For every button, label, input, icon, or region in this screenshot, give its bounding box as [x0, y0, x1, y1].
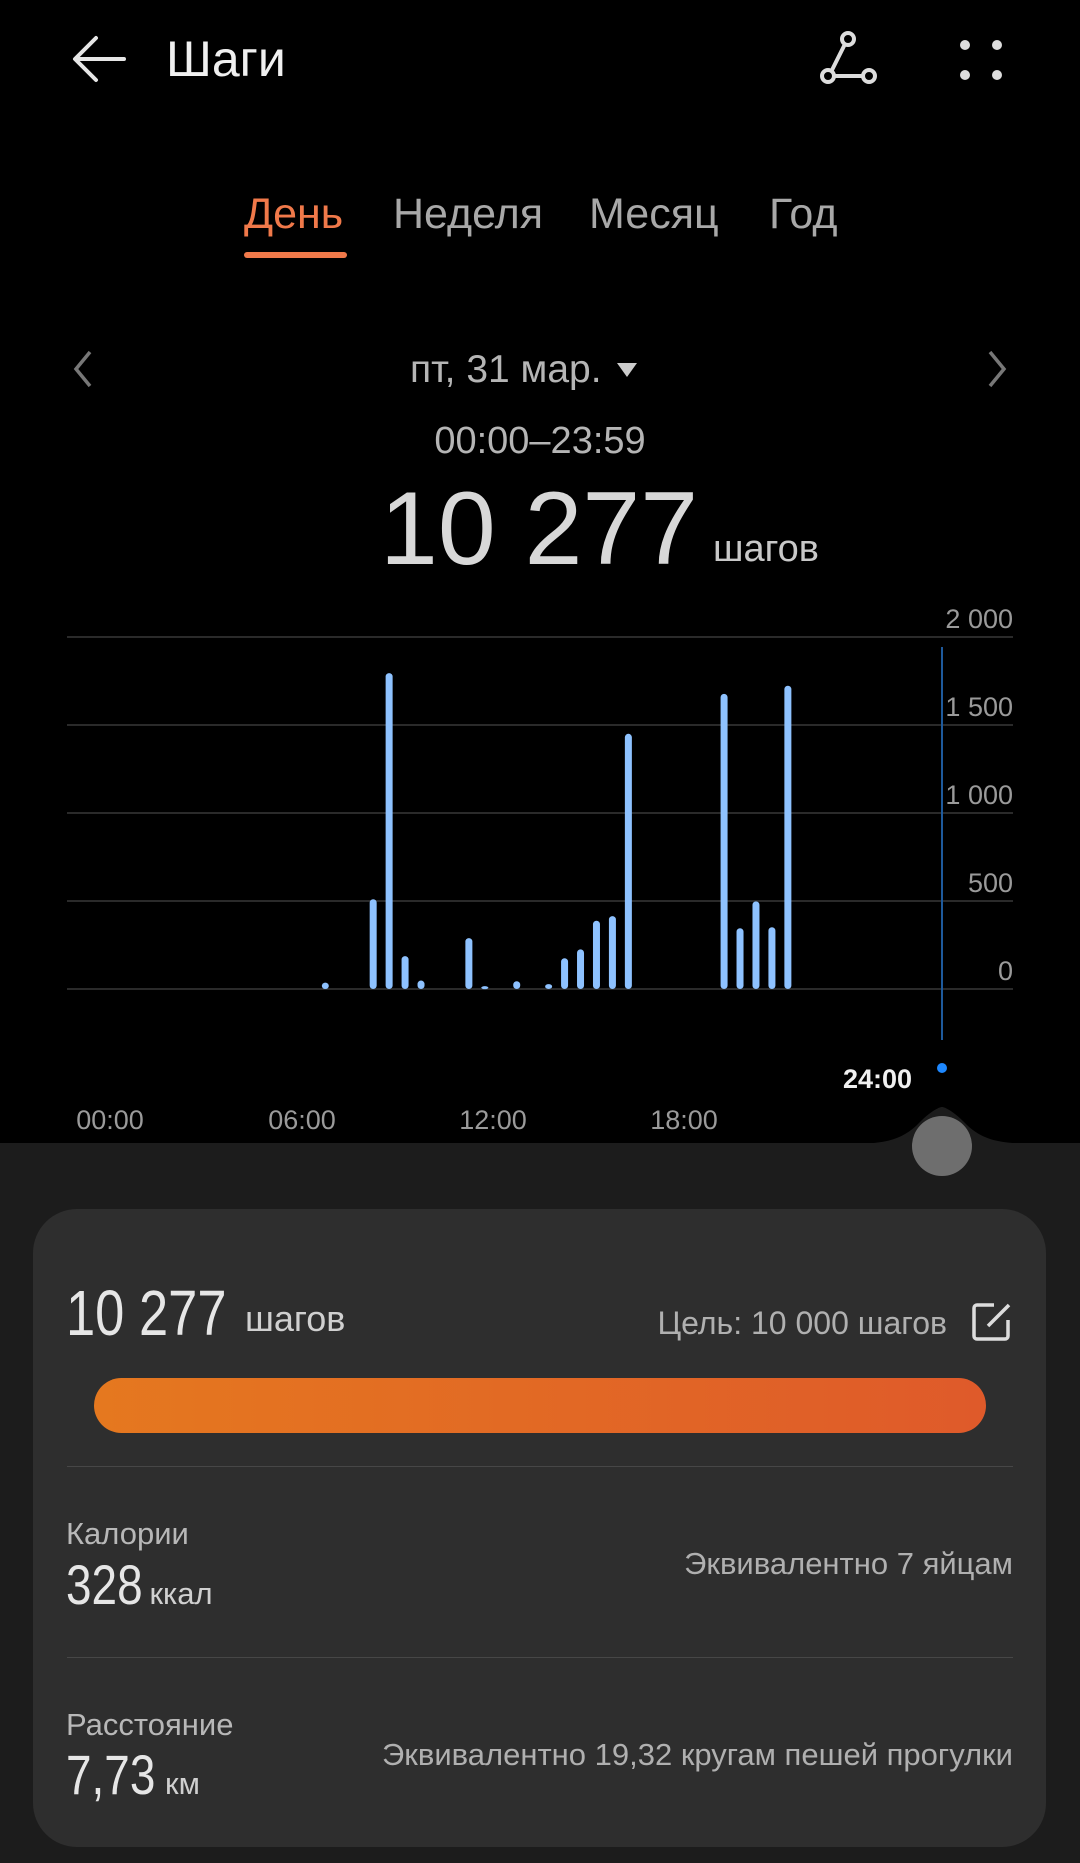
card-steps-unit: шагов [245, 1298, 346, 1339]
calories-unit: ккал [149, 1576, 213, 1611]
chart-bar [624, 733, 632, 989]
share-button[interactable] [815, 30, 881, 90]
edit-goal-button[interactable] [972, 1302, 1012, 1342]
y-tick-label: 1 000 [945, 780, 1013, 810]
tab-week[interactable]: Неделя [393, 190, 543, 238]
divider [67, 1466, 1013, 1467]
chart-bar [608, 916, 616, 989]
chart-bar [577, 949, 585, 989]
x-tick-label: 06:00 [268, 1105, 336, 1135]
chart-bar [513, 981, 521, 989]
total-steps: 10 277 [380, 471, 699, 587]
grid-dots-icon [960, 40, 1002, 80]
chart-bar [752, 901, 760, 989]
chart-bar [545, 984, 553, 989]
tab-month[interactable]: Месяц [589, 190, 719, 238]
caret-down-icon [616, 363, 637, 377]
tab-day[interactable]: День [244, 190, 344, 238]
x-tick-label: 00:00 [76, 1105, 144, 1135]
chart-bar [736, 928, 744, 989]
y-tick-label: 0 [997, 956, 1013, 986]
arrow-left-icon [73, 36, 126, 82]
divider [67, 1657, 1013, 1658]
goal-label: Цель: 10 000 шагов [657, 1305, 947, 1341]
x-tick-label: 18:00 [650, 1105, 718, 1135]
y-tick-label: 2 000 [945, 604, 1013, 634]
y-tick-label: 500 [967, 868, 1013, 898]
distance-label: Расстояние [66, 1707, 234, 1742]
next-day-button[interactable] [982, 348, 1012, 390]
chart-bar [401, 956, 409, 989]
chart-bar [784, 685, 792, 989]
chart-bar [321, 982, 329, 989]
chart-bar [592, 920, 600, 989]
date-label: пт, 31 мар. [410, 348, 602, 391]
distance-row: 7,73 км [66, 1742, 200, 1807]
distance-value: 7,73 [66, 1743, 156, 1806]
chart-bar [369, 899, 377, 989]
date-picker[interactable]: пт, 31 мар. [410, 346, 670, 394]
cursor-dot [937, 1063, 947, 1073]
chart-bar [768, 927, 776, 989]
tab-year[interactable]: Год [769, 190, 838, 238]
x-tick-label: 12:00 [459, 1105, 527, 1135]
chart-bar [720, 693, 728, 989]
chart-bar [465, 938, 473, 989]
back-button[interactable] [68, 32, 128, 86]
more-button[interactable] [955, 34, 1007, 86]
goal-progress-bar [94, 1378, 986, 1433]
summary-card [33, 1209, 1046, 1847]
active-tab-indicator [244, 252, 347, 258]
calories-value: 328 [66, 1553, 143, 1616]
time-range: 00:00–23:59 [434, 420, 646, 462]
chart-bar [481, 986, 489, 990]
calories-label: Калории [66, 1516, 189, 1551]
cursor-time-label: 24:00 [843, 1064, 913, 1094]
chevron-left-icon [73, 350, 92, 388]
edit-icon [972, 1303, 1011, 1341]
chart-bar [385, 673, 393, 989]
calories-equivalent: Эквивалентно 7 яйцам [684, 1546, 1013, 1581]
chevron-right-icon [988, 350, 1007, 388]
calories-row: 328 ккал [66, 1552, 213, 1617]
chart-bar [561, 958, 569, 989]
page-title: Шаги [166, 31, 286, 87]
distance-equivalent: Эквивалентно 19,32 кругам пешей прогулки [382, 1737, 1013, 1772]
distance-unit: км [165, 1766, 200, 1801]
time-slider-knob[interactable] [912, 1116, 972, 1176]
card-steps-value: 10 277 [66, 1277, 227, 1349]
chart-bar [417, 980, 425, 989]
total-steps-unit: шагов [713, 528, 819, 570]
y-tick-label: 1 500 [945, 692, 1013, 722]
prev-day-button[interactable] [68, 348, 98, 390]
steps-chart[interactable] [0, 600, 1080, 1140]
share-nodes-icon [820, 31, 877, 84]
